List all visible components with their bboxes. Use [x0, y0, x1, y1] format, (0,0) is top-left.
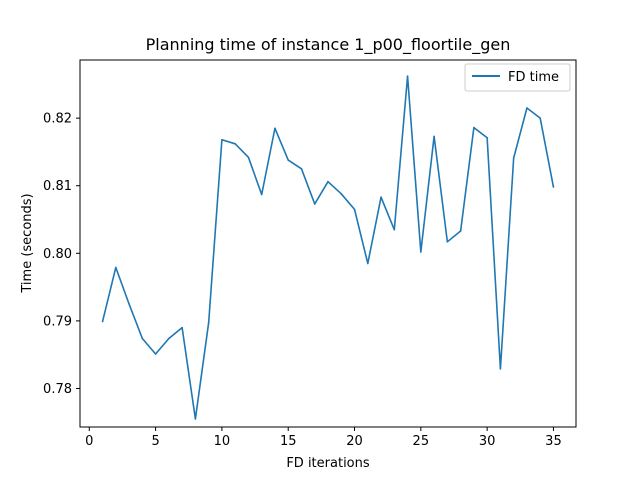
data-point	[380, 196, 382, 198]
data-point	[101, 320, 104, 323]
data-point	[406, 75, 409, 78]
data-point	[313, 203, 316, 205]
data-point	[247, 156, 250, 159]
data-point	[420, 251, 422, 253]
data-point	[327, 180, 329, 183]
data-point	[181, 326, 183, 329]
data-point	[433, 135, 435, 138]
data-point	[300, 168, 303, 170]
data-point	[366, 262, 369, 265]
data-point	[552, 186, 555, 188]
y-tick-label: 0.78	[43, 382, 72, 397]
x-tick-label: 20	[346, 434, 363, 449]
data-point	[141, 337, 144, 340]
data-point	[486, 136, 488, 139]
x-axis-title: FD iterations	[286, 456, 370, 471]
data-point	[194, 418, 197, 420]
y-tick-label: 0.80	[43, 247, 72, 262]
x-tick-label: 0	[85, 434, 93, 449]
data-point	[274, 127, 276, 130]
data-point	[168, 337, 170, 340]
data-point	[234, 143, 236, 145]
y-tick-label: 0.81	[43, 179, 72, 194]
x-tick-label: 15	[280, 434, 297, 449]
data-point	[340, 193, 343, 195]
data-point	[459, 230, 462, 232]
data-point	[154, 353, 157, 355]
y-axis-title: Time (seconds)	[20, 193, 35, 293]
data-point	[353, 208, 356, 211]
legend-label: FD time	[508, 70, 559, 85]
data-point	[287, 159, 290, 161]
data-point	[115, 266, 117, 269]
x-tick-label: 30	[479, 434, 496, 449]
data-point	[393, 228, 396, 231]
chart-title: Planning time of instance 1_p00_floortil…	[146, 35, 511, 55]
x-tick-label: 35	[545, 434, 562, 449]
data-point	[499, 368, 502, 370]
y-tick-label: 0.79	[43, 314, 72, 329]
x-tick-label: 25	[413, 434, 430, 449]
y-tick-label: 0.82	[43, 112, 72, 127]
data-point	[473, 126, 475, 129]
data-point	[539, 117, 541, 119]
legend: FD time	[464, 63, 571, 92]
x-tick-label: 10	[214, 434, 231, 449]
data-point	[221, 138, 223, 141]
data-point	[526, 107, 528, 109]
data-point	[512, 157, 515, 159]
plot-area: 0 5 10 15 20 25 30 35 0.78 0.79 0.80 0.81 0.82	[43, 59, 577, 449]
x-tick-label: 5	[151, 434, 159, 449]
data-point	[446, 241, 449, 243]
axes-frame	[79, 59, 577, 428]
data-point	[207, 322, 210, 324]
data-point	[128, 303, 130, 305]
legend-box	[464, 63, 571, 92]
data-point	[260, 193, 263, 196]
